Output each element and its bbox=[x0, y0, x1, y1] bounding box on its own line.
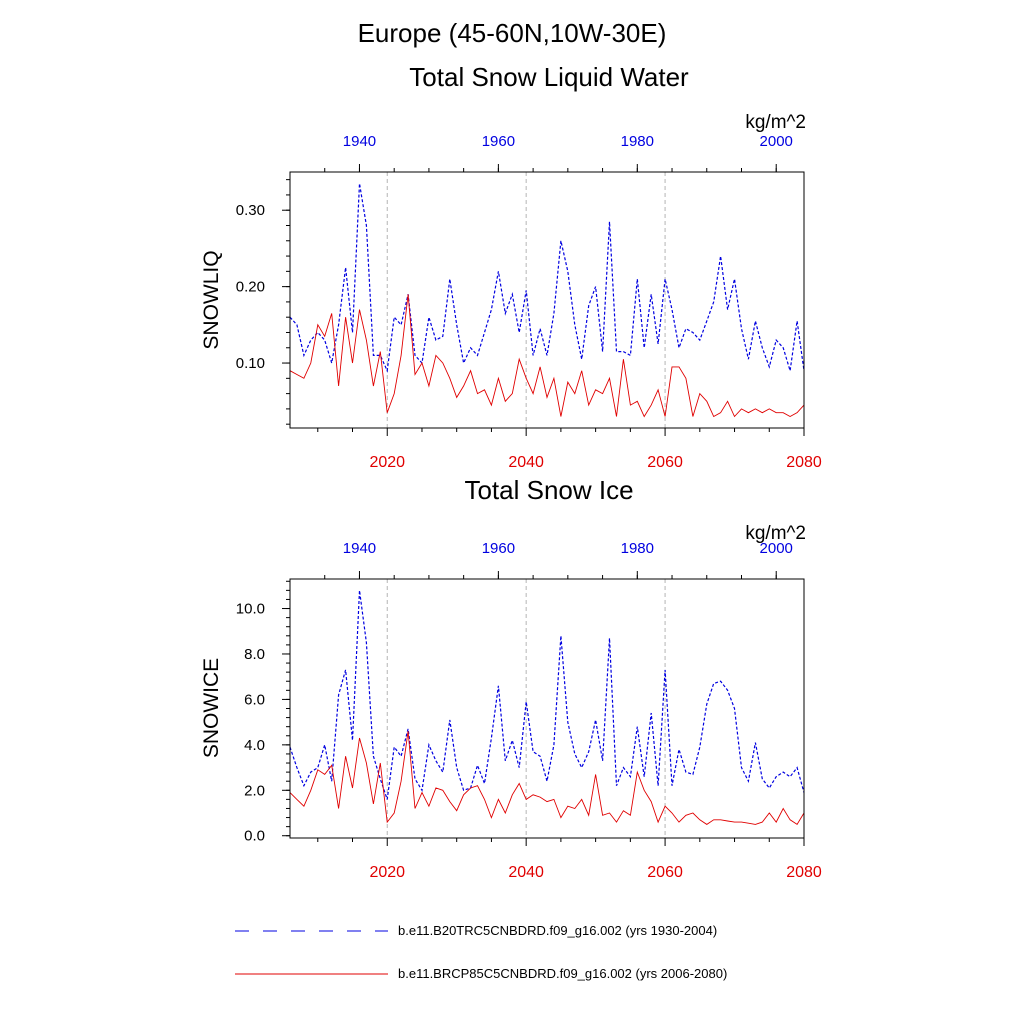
y-tick-label: 0.0 bbox=[244, 828, 265, 845]
x-bottom-tick-label: 2020 bbox=[369, 454, 405, 471]
units-label: kg/m^2 bbox=[745, 112, 806, 133]
x-top-tick-label: 1940 bbox=[343, 540, 376, 557]
panel-snowice: Total Snow Ice kg/m^2 SNOWICE 0.0 2.0 4.0 6… bbox=[200, 475, 822, 881]
x-top-tick-label: 2000 bbox=[760, 133, 793, 150]
x-top-tick-label: 1960 bbox=[482, 133, 515, 150]
plot-frame bbox=[289, 578, 805, 839]
y-axis-label: SNOWICE bbox=[200, 658, 223, 758]
x-bottom-tick-label: 2040 bbox=[508, 454, 544, 471]
y-tick-label: 0.20 bbox=[236, 279, 265, 296]
x-top-tick-label: 1960 bbox=[482, 540, 515, 557]
y-tick-label: 10.0 bbox=[236, 601, 265, 618]
legend-label-rcp85: b.e11.BRCP85C5CNBDRD.f09_g16.002 (yrs 20… bbox=[398, 966, 727, 981]
series-line-historical bbox=[289, 183, 805, 373]
x-top-tick-label: 1980 bbox=[621, 540, 654, 557]
units-label: kg/m^2 bbox=[745, 523, 806, 544]
y-tick-label: 4.0 bbox=[244, 737, 265, 754]
x-bottom-tick-label: 2020 bbox=[369, 864, 405, 881]
x-top-tick-label: 2000 bbox=[760, 540, 793, 557]
figure-title: Europe (45-60N,10W-30E) bbox=[358, 18, 667, 48]
x-bottom-tick-label: 2080 bbox=[786, 454, 822, 471]
y-tick-label: 0.30 bbox=[236, 202, 265, 219]
x-bottom-tick-label: 2060 bbox=[647, 864, 683, 881]
x-bottom-tick-label: 2040 bbox=[508, 864, 544, 881]
plot-frame bbox=[289, 171, 805, 429]
x-bottom-tick-label: 2080 bbox=[786, 864, 822, 881]
y-tick-label: 0.10 bbox=[236, 355, 265, 372]
panel-snowliq: Total Snow Liquid Water kg/m^2 SNOWLIQ 0… bbox=[200, 62, 822, 471]
series-line-rcp85 bbox=[289, 731, 805, 826]
panel-title: Total Snow Liquid Water bbox=[409, 62, 689, 92]
x-bottom-tick-label: 2060 bbox=[647, 454, 683, 471]
panel-title: Total Snow Ice bbox=[464, 475, 633, 505]
y-axis-label: SNOWLIQ bbox=[200, 250, 223, 349]
x-top-tick-label: 1940 bbox=[343, 133, 376, 150]
y-tick-label: 2.0 bbox=[244, 782, 265, 799]
y-tick-label: 6.0 bbox=[244, 691, 265, 708]
x-top-tick-label: 1980 bbox=[621, 133, 654, 150]
legend: b.e11.B20TRC5CNBDRD.f09_g16.002 (yrs 193… bbox=[235, 923, 727, 981]
series-line-rcp85 bbox=[289, 294, 805, 418]
y-tick-label: 8.0 bbox=[244, 646, 265, 663]
legend-label-historical: b.e11.B20TRC5CNBDRD.f09_g16.002 (yrs 193… bbox=[398, 923, 717, 938]
